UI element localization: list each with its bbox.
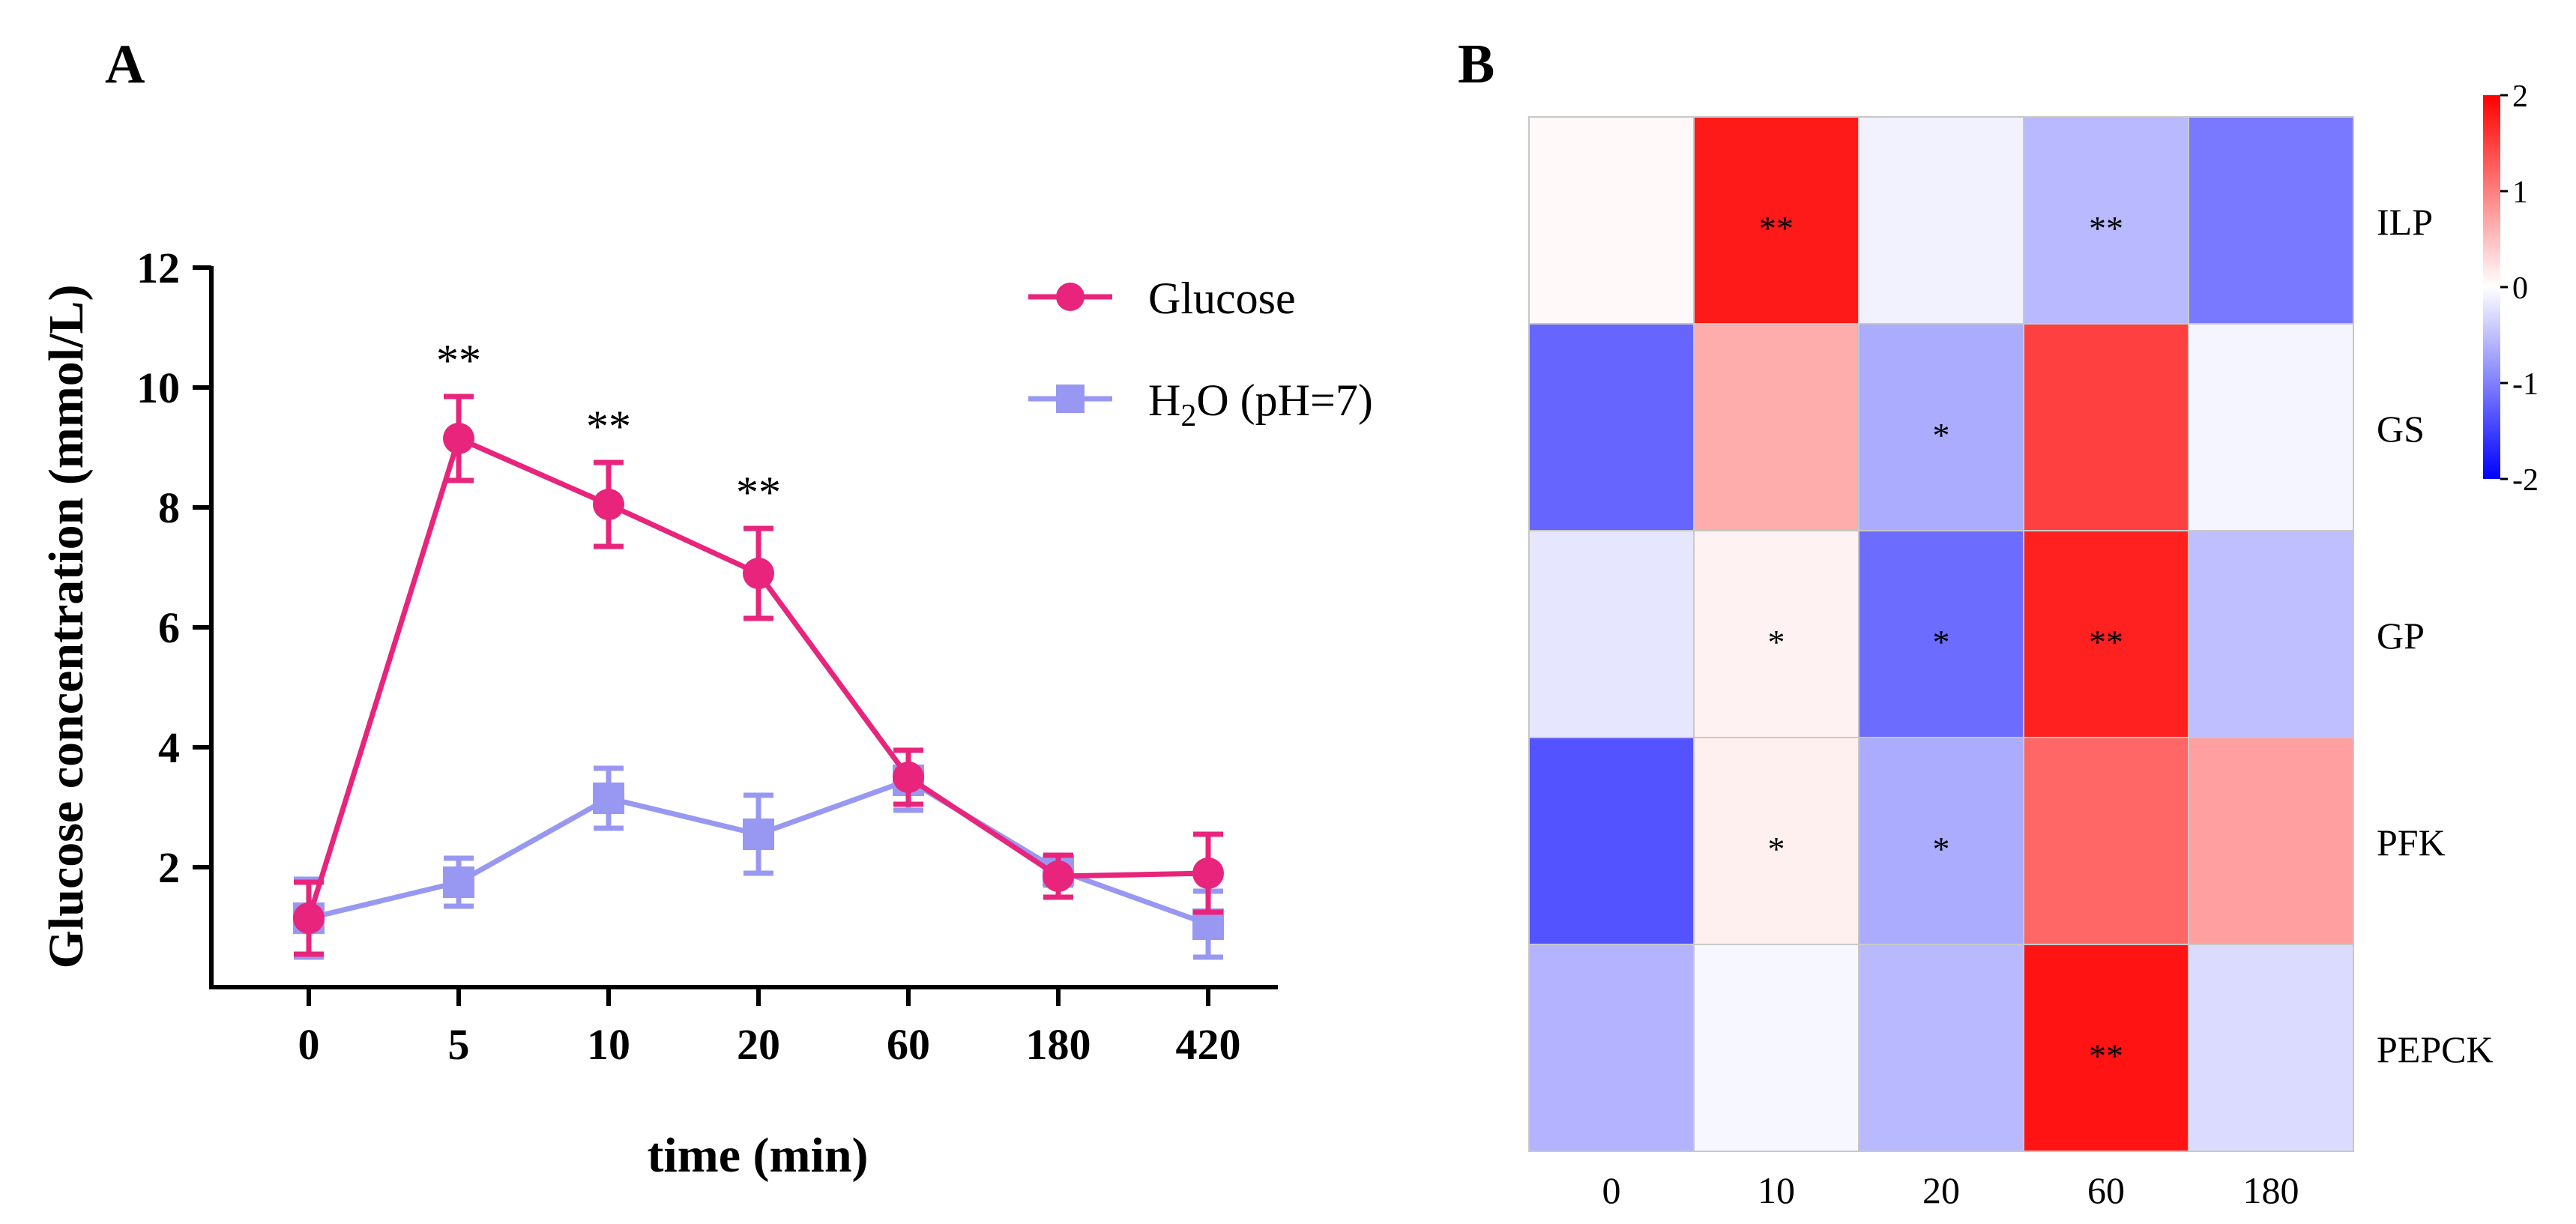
legend-glucose-label: Glucose (1148, 274, 1296, 323)
y-tick-label: 6 (158, 603, 180, 652)
significance-marker: * (1933, 830, 1950, 868)
colorbar-tick-label: -2 (2512, 463, 2539, 498)
column-label: 180 (2243, 1169, 2299, 1211)
significance-marker: * (1768, 623, 1785, 661)
significance-marker: ** (2089, 1037, 2123, 1075)
colorbar-tick-label: 0 (2512, 271, 2528, 306)
significance-marker: * (1933, 623, 1950, 661)
heatmap-cell (2023, 530, 2189, 738)
heatmap-cell (1528, 944, 1695, 1152)
series-h2o (293, 747, 1224, 960)
y-tick-label: 10 (136, 364, 180, 412)
heatmap-cell (1858, 944, 2024, 1152)
colorbar-tick-label: 1 (2512, 175, 2528, 210)
colorbar-tick-label: 2 (2512, 79, 2528, 114)
heatmap-cell (2188, 116, 2354, 325)
column-label: 10 (1758, 1169, 1795, 1211)
heatmap-cell (2188, 944, 2354, 1152)
x-tick-label: 5 (448, 1020, 470, 1069)
heatmap-cell (2188, 737, 2354, 945)
legend-glucose-marker (1056, 283, 1085, 311)
x-tick-label: 420 (1176, 1020, 1241, 1069)
data-point (443, 423, 474, 454)
colorbar-tick-label: -1 (2512, 367, 2539, 402)
heatmap-cell (2023, 116, 2189, 325)
row-label: ILP (2377, 201, 2433, 243)
heatmap-cell (2188, 530, 2354, 738)
x-tick-label: 10 (587, 1020, 630, 1069)
legend: Glucose H2O (pH=7) (1028, 274, 1373, 433)
column-label: 0 (1602, 1169, 1621, 1211)
line-chart: 2 4 6 8 10 12 0 5 10 20 60 180 420 ** ** ** Glucose c… (39, 244, 1373, 1183)
heatmap-cell (1858, 530, 2024, 738)
x-axis-label: time (min) (647, 1128, 868, 1183)
legend-h2o-label: H2O (pH=7) (1148, 376, 1373, 433)
heatmap-cell (2023, 323, 2189, 531)
data-point (593, 489, 624, 520)
heatmap-cell (1693, 323, 1859, 531)
panel-b-label: B (1458, 34, 1494, 95)
x-tick-label: 60 (887, 1020, 930, 1069)
heatmap-cell (1858, 323, 2024, 531)
heatmap-cell (1858, 116, 2024, 325)
x-tick-label: 0 (298, 1020, 320, 1069)
column-label: 60 (2087, 1169, 2125, 1211)
y-tick-label: 2 (158, 843, 180, 892)
data-point (593, 783, 624, 814)
heatmap-cell (1528, 530, 1695, 738)
series-glucose (293, 394, 1224, 957)
data-point (1192, 857, 1224, 889)
significance-marker: ** (736, 468, 781, 517)
row-label: GP (2377, 615, 2425, 657)
heatmap-cell (1528, 323, 1695, 531)
heatmap-cell (2188, 323, 2354, 531)
x-tick-label: 180 (1026, 1020, 1091, 1069)
y-tick-label: 4 (158, 723, 180, 772)
significance-marker: ** (1759, 209, 1794, 247)
colorbar: 2 1 0 -1 -2 (2483, 79, 2539, 498)
significance-marker: ** (2089, 209, 2123, 247)
heatmap-cell (1693, 530, 1859, 738)
heatmap-cell (1528, 116, 1695, 325)
row-label: PFK (2377, 821, 2446, 863)
data-point (743, 818, 774, 850)
colorbar-gradient (2483, 95, 2500, 479)
data-point (893, 762, 924, 793)
significance-marker: * (1768, 830, 1785, 868)
column-label: 20 (1922, 1169, 1960, 1211)
y-tick-label: 12 (136, 244, 180, 292)
heatmap-cell (1528, 737, 1695, 945)
row-label: GS (2377, 408, 2425, 450)
significance-marker: ** (436, 336, 481, 385)
data-point (743, 558, 774, 589)
data-point (443, 866, 474, 898)
row-label: PEPCK (2377, 1028, 2494, 1070)
heatmap-cell (1693, 944, 1859, 1152)
y-axis-label: Glucose concentration (mmol/L) (39, 285, 94, 969)
heatmap-cell (2023, 944, 2189, 1152)
heatmap-cell (1693, 737, 1859, 945)
data-point (293, 902, 325, 934)
data-point (1043, 860, 1074, 892)
significance-marker: ** (586, 402, 631, 451)
y-tick-label: 8 (158, 483, 180, 532)
panel-a-label: A (105, 34, 145, 95)
significance-marker: ** (2089, 623, 2123, 661)
legend-h2o-marker (1056, 385, 1085, 413)
significance-marker: * (1933, 416, 1950, 454)
x-tick-label: 20 (737, 1020, 780, 1069)
heatmap-cell (2023, 737, 2189, 945)
heatmap-cell (1693, 116, 1859, 325)
